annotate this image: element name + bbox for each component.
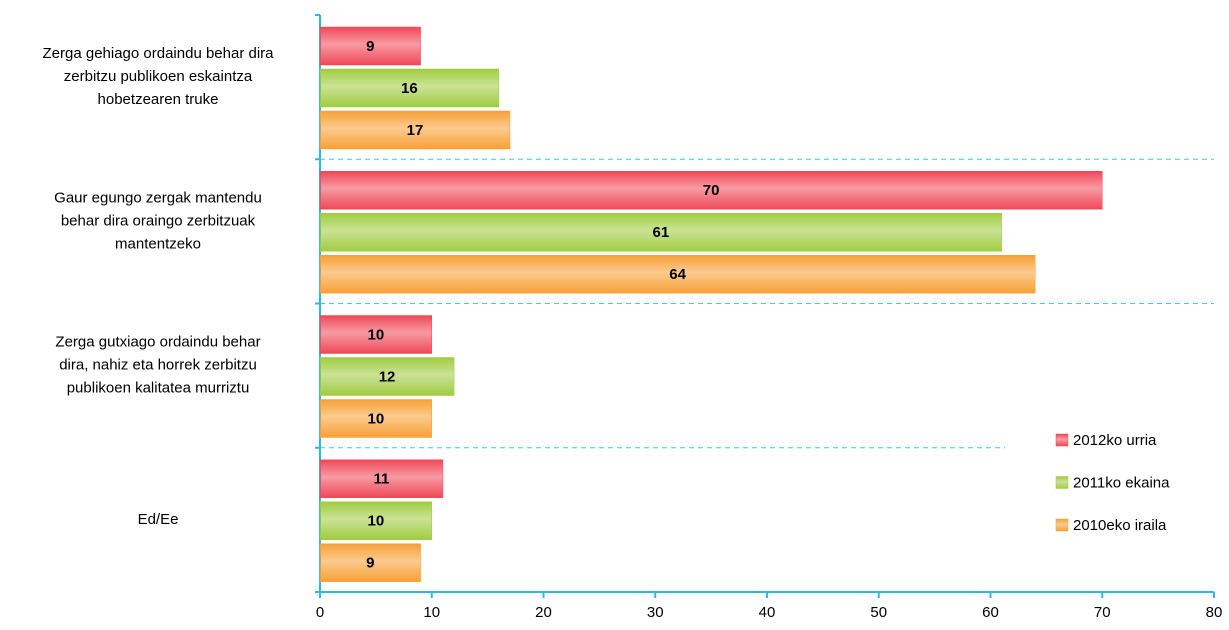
- bar: [319, 501, 432, 540]
- bar: [319, 357, 455, 396]
- category-line: behar dira oraingo zerbitzuak: [61, 212, 256, 229]
- x-tick-label: 80: [1206, 604, 1223, 621]
- category-line: Zerga gehiago ordaindu behar dira: [43, 45, 275, 62]
- legend-label: 2012ko urria: [1073, 432, 1157, 449]
- x-tick-label: 50: [870, 604, 887, 621]
- value-label: 12: [379, 368, 396, 385]
- legend-label: 2010eko iraila: [1073, 517, 1167, 534]
- bar: [319, 459, 444, 498]
- value-label: 70: [703, 182, 720, 199]
- bar: [319, 543, 421, 582]
- value-label: 9: [366, 38, 374, 55]
- bar: [319, 171, 1103, 210]
- legend-swatch: [1055, 518, 1069, 532]
- legend-swatch: [1055, 476, 1069, 489]
- bar: [319, 255, 1036, 294]
- x-tick-label: 30: [647, 604, 664, 621]
- bar: [319, 315, 432, 354]
- bar: [319, 213, 1002, 252]
- category-line: mantentzeko: [115, 235, 201, 252]
- category-line: publikoen kalitatea murriztu: [67, 380, 250, 397]
- value-label: 9: [366, 555, 374, 572]
- bar: [319, 26, 421, 66]
- value-label: 11: [374, 471, 390, 488]
- x-tick-label: 70: [1094, 604, 1111, 621]
- bar: [319, 110, 511, 150]
- category-line: dira, nahiz eta horrek zerbitzu: [59, 357, 257, 374]
- category-line: Zerga gutxiago ordaindu behar: [55, 334, 260, 351]
- legend-label: 2011ko ekaina: [1073, 474, 1170, 491]
- value-label: 10: [368, 410, 385, 427]
- legend-swatch: [1055, 433, 1069, 447]
- x-tick-label: 10: [423, 604, 440, 621]
- category-line: zerbitzu publikoen eskaintza: [64, 68, 253, 85]
- category-line: hobetzearen truke: [98, 91, 219, 108]
- value-label: 10: [368, 513, 385, 530]
- x-tick-label: 20: [535, 604, 552, 621]
- value-label: 61: [652, 224, 669, 241]
- category-label: Ed/Ee: [138, 511, 179, 528]
- x-tick-label: 0: [316, 604, 324, 621]
- value-label: 64: [669, 266, 686, 283]
- bar: [319, 68, 500, 108]
- x-tick-label: 60: [982, 604, 999, 621]
- bar: [319, 399, 432, 438]
- value-label: 17: [407, 122, 424, 139]
- value-label: 10: [368, 326, 385, 343]
- x-tick-label: 40: [759, 604, 776, 621]
- category-label: Gaur egungo zergak mantendu behar dira or…: [54, 189, 262, 252]
- category-line: Ed/Ee: [138, 511, 179, 528]
- value-label: 16: [401, 80, 418, 97]
- category-label: Zerga gehiago ordaindu behar dira zerbitz…: [43, 45, 275, 108]
- category-line: Gaur egungo zergak mantendu: [54, 189, 262, 206]
- category-label: Zerga gutxiago ordaindu behar dira, nahiz…: [55, 334, 260, 397]
